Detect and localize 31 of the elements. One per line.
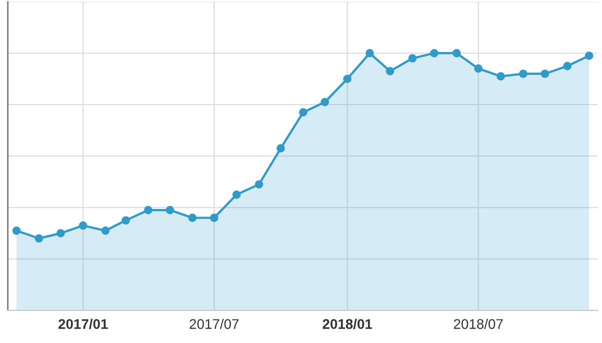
point <box>254 180 264 189</box>
point <box>12 226 21 235</box>
point <box>166 206 174 214</box>
x-tick-label: 2017/01 <box>58 318 108 330</box>
point <box>474 64 483 73</box>
x-tick-label: 2017/07 <box>190 318 239 329</box>
point <box>78 221 88 230</box>
point <box>386 67 394 76</box>
point <box>452 49 461 58</box>
point <box>519 70 528 78</box>
point <box>408 54 417 62</box>
point <box>210 214 218 222</box>
point <box>122 216 130 225</box>
point <box>276 144 285 153</box>
x-tick-label: 2018/01 <box>322 318 372 330</box>
point <box>188 214 197 222</box>
point <box>563 62 572 70</box>
point <box>101 226 110 235</box>
point <box>366 49 374 58</box>
point <box>56 229 65 238</box>
point <box>584 52 594 60</box>
point <box>299 108 308 116</box>
point <box>496 72 505 80</box>
point <box>144 206 152 214</box>
point <box>430 49 438 58</box>
point <box>343 74 352 84</box>
point <box>540 70 550 78</box>
point <box>232 190 241 199</box>
point <box>320 98 330 106</box>
x-tick-label: 2018/07 <box>454 318 503 329</box>
point <box>34 234 44 243</box>
